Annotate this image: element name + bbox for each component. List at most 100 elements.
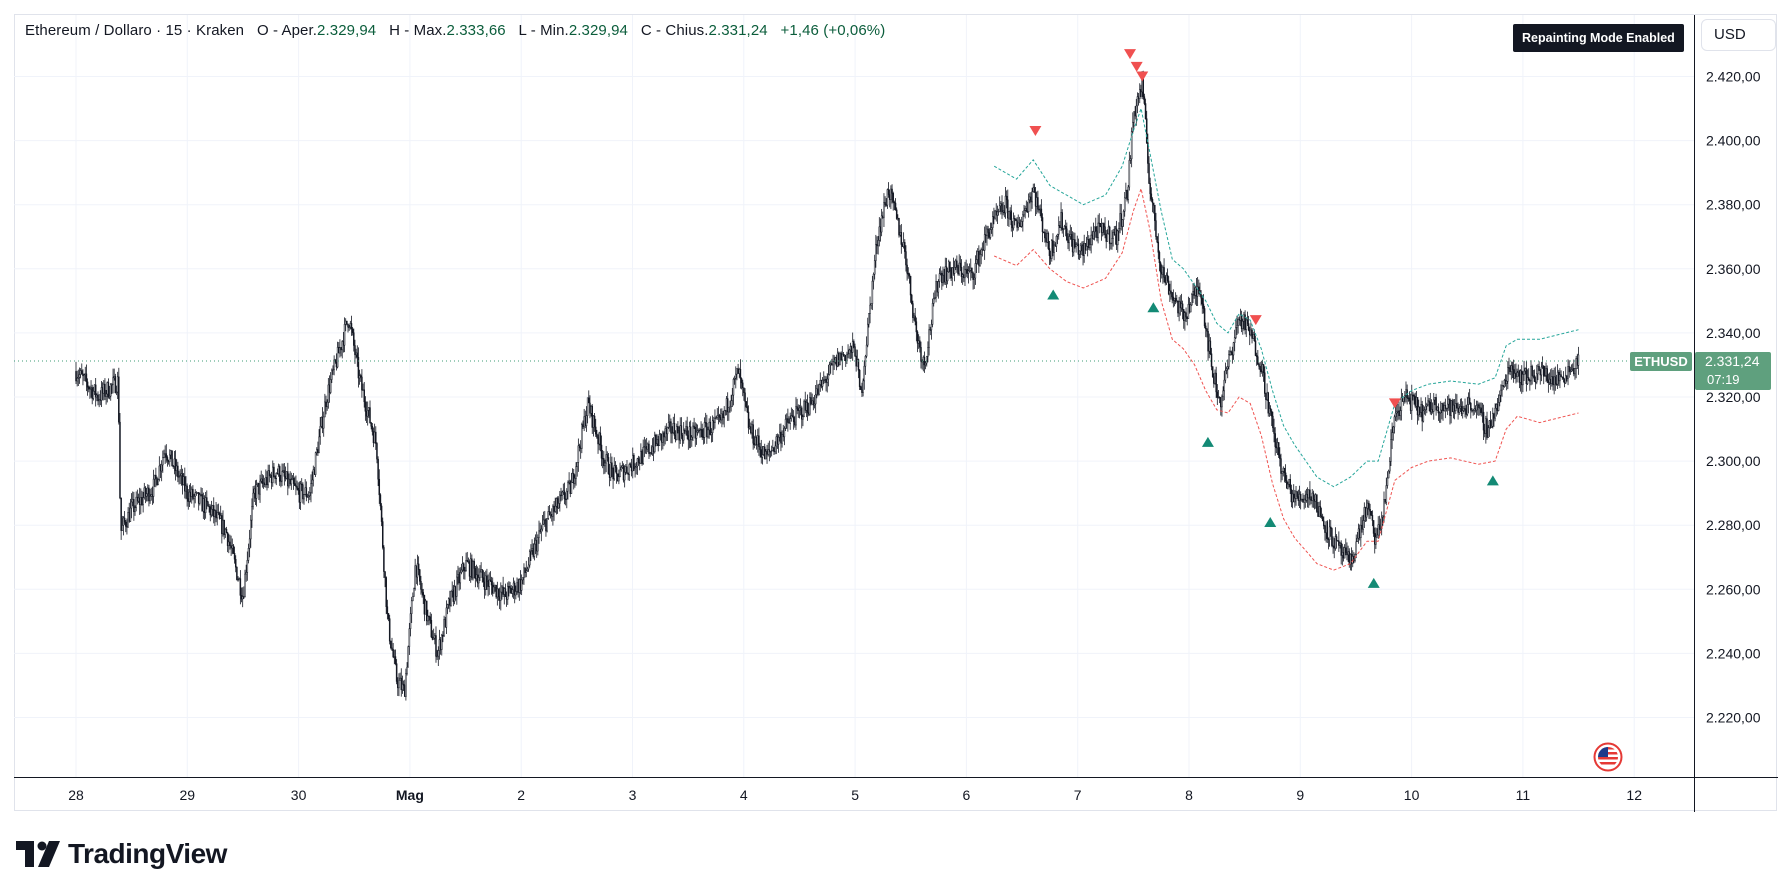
candle-body	[91, 387, 93, 399]
candle-body	[123, 517, 126, 523]
candle-body	[368, 407, 370, 411]
candle-body	[541, 523, 544, 530]
candle-body	[309, 492, 311, 496]
candle-body	[1261, 364, 1264, 373]
us-flag-icon[interactable]	[1593, 742, 1623, 772]
candle-body	[1150, 193, 1153, 200]
candle-body	[666, 427, 669, 435]
candle-body	[819, 380, 822, 385]
candle-body	[1364, 507, 1367, 518]
candle-body	[216, 512, 218, 519]
candle-body	[93, 384, 96, 392]
candle-body	[1038, 209, 1040, 211]
candle-body	[817, 388, 819, 395]
candle-body	[505, 596, 508, 600]
candle-body	[678, 430, 680, 441]
candle-body	[1037, 197, 1039, 210]
candle-body	[858, 369, 861, 387]
candle-body	[232, 545, 235, 554]
candle-body	[444, 619, 446, 628]
open-label: O - Aper.	[256, 22, 318, 39]
candle-body	[1045, 237, 1047, 243]
candle-body	[880, 215, 883, 233]
candle-body	[356, 352, 359, 358]
candle-body	[392, 649, 394, 658]
candle-body	[1501, 385, 1503, 391]
candle-body	[649, 452, 651, 454]
candle-body	[107, 382, 110, 398]
candle-body	[306, 496, 309, 498]
candle-body	[776, 436, 779, 445]
candle-body	[726, 398, 729, 413]
candle-body	[932, 298, 935, 304]
candle-body	[1288, 478, 1290, 485]
candle-body	[276, 472, 279, 475]
candle-body	[546, 518, 548, 532]
candle-body	[1556, 371, 1559, 385]
candle-body	[733, 377, 736, 380]
candle-body	[1210, 353, 1213, 367]
x-tick-label: 10	[1404, 787, 1420, 803]
candle-body	[1330, 526, 1332, 529]
candle-body	[872, 273, 875, 282]
candle-body	[628, 464, 631, 475]
candle-body	[122, 517, 125, 526]
candle-body	[735, 373, 737, 379]
candle-body	[1320, 515, 1323, 518]
candle-body	[1047, 233, 1050, 249]
candle-body	[1524, 368, 1526, 372]
candle-body	[1297, 496, 1300, 501]
upper-band-line	[993, 106, 1579, 488]
currency-button[interactable]: USD	[1701, 19, 1776, 51]
candle-body	[1430, 409, 1433, 413]
candle-body	[850, 346, 853, 353]
candle-body	[1480, 407, 1482, 413]
candle-body	[568, 480, 570, 483]
candle-body	[1342, 552, 1345, 559]
candle-body	[1347, 551, 1349, 556]
symbol-description[interactable]: Ethereum / Dollaro · 15 · Kraken	[25, 22, 245, 39]
candle-body	[245, 572, 247, 575]
candle-body	[816, 388, 818, 395]
candle-body	[1260, 369, 1263, 373]
x-tick-label: 2	[517, 787, 525, 803]
candle-body	[1173, 297, 1176, 301]
candle-body	[823, 379, 825, 381]
candle-body	[1536, 373, 1538, 383]
candle-body	[1097, 222, 1099, 239]
candle-body	[1485, 418, 1487, 434]
candle-body	[591, 405, 594, 428]
candle-body	[108, 395, 111, 398]
candle-body	[120, 497, 122, 531]
candle-body	[656, 439, 658, 444]
candle-body	[236, 566, 238, 580]
candle-body	[1576, 358, 1579, 366]
candle-body	[1443, 405, 1445, 411]
candle-body	[621, 465, 624, 468]
tradingview-logo[interactable]: TradingView	[16, 838, 227, 870]
candle-body	[171, 450, 173, 467]
candle-body	[926, 356, 928, 364]
candle-body	[1001, 203, 1003, 213]
candle-body	[1044, 232, 1046, 239]
candle-body	[280, 480, 282, 483]
candle-body	[332, 369, 334, 371]
candle-body	[780, 431, 782, 444]
candle-body	[725, 398, 728, 411]
candle-body	[747, 411, 750, 429]
close-value: 2.331,24	[708, 22, 768, 39]
candle-body	[1246, 319, 1249, 324]
candle-body	[1247, 323, 1250, 331]
candle-body	[533, 543, 536, 557]
candle-body	[1090, 234, 1092, 245]
candle-body	[516, 582, 518, 592]
candle-body	[1170, 290, 1172, 293]
candle-body	[855, 355, 857, 367]
candle-body	[1013, 218, 1016, 220]
candle-body	[485, 575, 487, 590]
candle-body	[1334, 536, 1337, 549]
candle-body	[513, 582, 516, 596]
candle-body	[291, 478, 294, 481]
candle-body	[641, 450, 643, 464]
